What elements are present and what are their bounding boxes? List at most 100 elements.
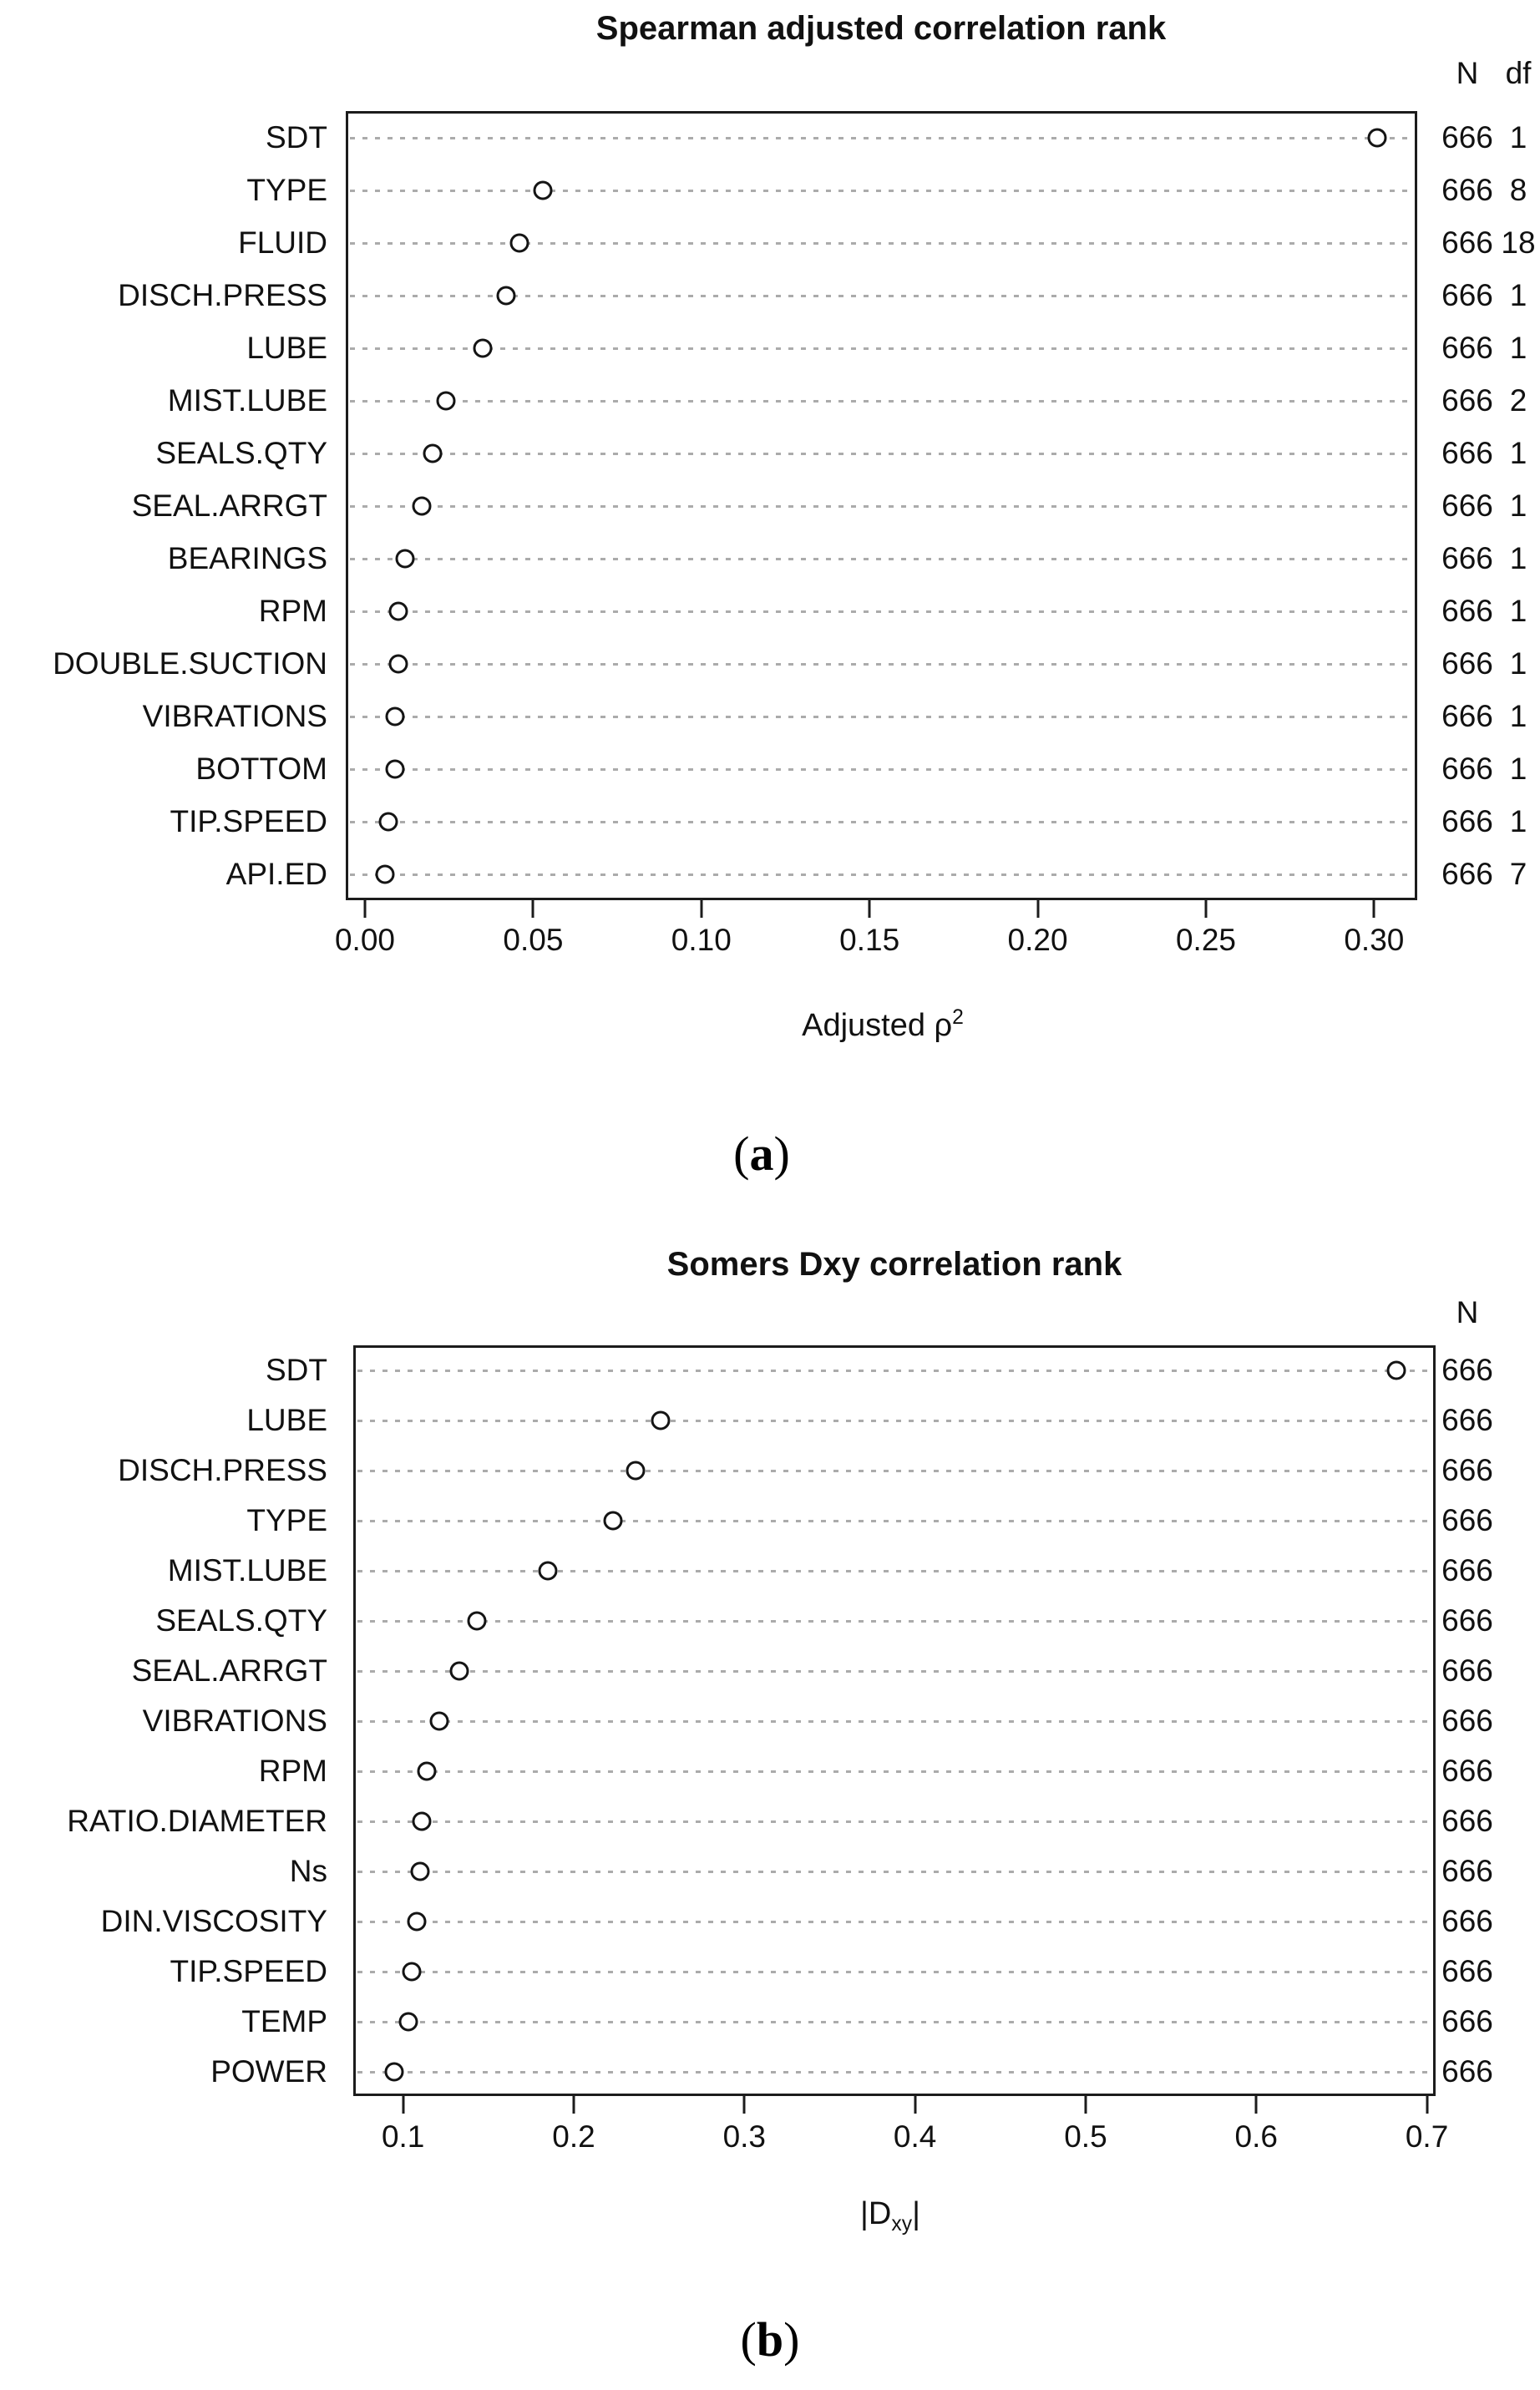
x-tick [1372,900,1375,918]
x-axis-title-sub: xy [891,2213,913,2236]
grid-line [350,820,1413,823]
n-value: 666 [1441,1553,1493,1587]
category-label: POWER [210,2054,327,2089]
caption-open: ( [733,1127,750,1181]
grid-line [357,2020,1431,2023]
data-point [417,1761,437,1781]
caption-open: ( [740,2312,757,2367]
grid-line [357,1569,1431,1572]
caption-close: ) [783,2312,800,2367]
n-value: 666 [1441,857,1493,891]
data-point [467,1611,487,1631]
grid-line [350,662,1413,666]
x-tick-label: 0.3 [722,2119,767,2154]
x-tick-label: 0.05 [503,923,564,957]
x-tick [868,900,871,918]
category-label: MIST.LUBE [167,1553,327,1587]
x-tick-label: 0.10 [671,923,732,957]
data-point [388,654,408,674]
category-label: VIBRATIONS [142,1704,327,1738]
category-label: SEALS.QTY [155,1603,327,1638]
category-label: SDT [266,1353,327,1387]
grid-line [357,1369,1431,1372]
x-tick [363,900,367,918]
df-value: 1 [1509,752,1527,786]
col-header-df: df [1505,56,1532,90]
data-point [407,1911,427,1932]
category-label: RPM [258,1754,327,1788]
x-tick-label: 0.00 [334,923,395,957]
x-tick [531,900,534,918]
category-label: TIP.SPEED [170,1954,327,1988]
n-value: 666 [1441,489,1493,523]
data-point [449,1661,469,1681]
x-tick [700,900,703,918]
grid-line [357,1669,1431,1673]
grid-line [357,1619,1431,1623]
data-point [378,812,398,832]
n-value: 666 [1441,1503,1493,1537]
x-tick-label: 0.1 [381,2119,425,2154]
category-label: RPM [258,594,327,628]
data-point [423,443,443,463]
x-tick-label: 0.7 [1405,2119,1449,2154]
category-label: SEAL.ARRGT [131,1653,327,1688]
x-tick-label: 0.4 [893,2119,937,2154]
panel-a-x-axis-title: Adjusted ρ2 [802,1006,964,1044]
data-point [436,391,456,411]
x-tick [402,2096,405,2114]
caption-letter: b [756,2312,784,2367]
grid-line [357,1519,1431,1522]
grid-line [350,136,1413,139]
grid-line [357,1719,1431,1723]
n-value: 666 [1441,1804,1493,1838]
n-value: 666 [1441,436,1493,470]
n-value: 666 [1441,1453,1493,1487]
category-label: API.ED [225,857,327,891]
category-label: DISCH.PRESS [118,1453,327,1487]
category-label: FLUID [238,225,327,260]
category-label: SDT [266,120,327,154]
n-value: 666 [1441,804,1493,838]
n-value: 666 [1441,173,1493,207]
x-tick-label: 0.5 [1064,2119,1107,2154]
col-header-n: N [1456,56,1479,90]
n-value: 666 [1441,646,1493,681]
data-point [1386,1360,1406,1380]
x-tick [1254,2096,1258,2114]
data-point [626,1461,646,1481]
data-point [388,601,408,621]
n-value: 666 [1441,541,1493,575]
data-point [538,1561,558,1581]
grid-line [357,1970,1431,1973]
category-label: BEARINGS [167,541,327,575]
n-value: 666 [1441,2004,1493,2038]
n-value: 666 [1441,331,1493,365]
n-value: 666 [1441,278,1493,312]
n-value: 666 [1441,383,1493,418]
data-point [412,1811,432,1831]
n-value: 666 [1441,1653,1493,1688]
x-tick [742,2096,746,2114]
data-point [375,864,395,884]
data-point [603,1511,623,1531]
x-tick [914,2096,917,2114]
subfigure-caption-a: (a) [733,1126,790,1182]
subfigure-caption-b: (b) [741,2312,800,2367]
category-label: LUBE [246,331,327,365]
data-point [473,338,493,358]
grid-line [350,715,1413,718]
category-label: TYPE [246,1503,327,1537]
df-value: 8 [1509,173,1527,207]
grid-line [350,189,1413,192]
grid-line [350,452,1413,455]
n-value: 666 [1441,1854,1493,1888]
n-value: 666 [1441,1754,1493,1788]
x-axis-title-text: Adjusted ρ [802,1008,953,1043]
x-axis-title-text: |D [860,2196,892,2231]
data-point [412,496,432,516]
data-point [410,1861,430,1881]
caption-letter: a [749,1127,774,1181]
category-label: RATIO.DIAMETER [67,1804,327,1838]
n-value: 666 [1441,1603,1493,1638]
